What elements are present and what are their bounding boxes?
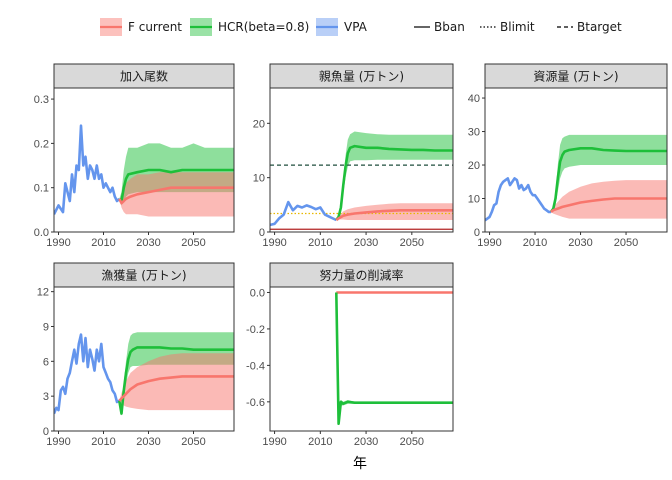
legend-label-f-current: F current [128,20,182,34]
legend-label-hcr-beta-0-8: HCR(beta=0.8) [218,20,309,34]
series-line-f-current [118,375,234,402]
ribbon-f-current [119,353,234,411]
series-line-vpa [54,124,121,215]
series-line-f-current [550,197,667,213]
x-axis-label: 年 [353,456,367,472]
x-tick-label: 1990 [46,237,70,249]
panel-border [53,286,235,432]
series-line-hcr-beta-0-8 [335,292,453,425]
panel-border [53,87,235,233]
plot-area [485,134,667,222]
x-tick-label: 2010 [523,237,547,249]
y-tick-label: 0.0 [250,287,265,299]
series-line-f-current [118,186,234,205]
legend: F current HCR(beta=0.8) VPA Bban Blimit Btarg… [100,18,622,36]
panel-strip [269,262,454,288]
x-tick-label: 2010 [308,237,332,249]
panel-strip [53,63,235,89]
x-tick-label: 2030 [136,436,160,448]
panel-4: 漁獲量 (万トン) 0 3 6 9 12 1990 2010 2030 2050 [37,262,235,448]
series-line-vpa [270,200,337,227]
panel-border [484,87,668,233]
y-tick-label: -0.6 [246,397,265,409]
x-tick-label: 1990 [46,436,70,448]
plot-area [54,124,234,217]
panel-title: 親魚量 (万トン) [319,70,404,84]
panel-2: 親魚量 (万トン) 0 10 20 1990 2010 2030 2050 [253,63,454,249]
panel-title: 加入尾数 [120,69,168,84]
y-tick-label: 10 [468,194,480,206]
y-tick-label: 6 [43,356,49,368]
panel-strip [484,63,668,89]
legend-label-blimit: Blimit [500,20,535,34]
panel-strip [269,63,454,89]
x-tick-label: 2030 [354,436,378,448]
x-tick-label: 2010 [91,237,115,249]
y-tick-label: 30 [468,127,480,139]
series-line-hcr-beta-0-8 [549,147,667,213]
x-tick-label: 2030 [136,237,160,249]
legend-label-bban: Bban [434,20,465,34]
plot-area [54,332,234,416]
y-tick-label: 12 [37,287,49,299]
ribbon-f-current [119,172,234,217]
plot-area [270,131,453,230]
series-line-hcr-beta-0-8 [118,346,234,415]
series-line-f-current [335,209,453,222]
panel-title: 資源量 (万トン) [533,70,618,84]
y-tick-label: 0.2 [34,138,49,150]
x-tick-label: 2010 [91,436,115,448]
x-tick-label: 1990 [477,237,501,249]
y-tick-label: 0.1 [34,183,49,195]
x-tick-label: 2010 [308,436,332,448]
series-line-hcr-beta-0-8 [335,144,453,221]
panel-border [269,87,454,233]
panel-title: 漁獲量 (万トン) [101,269,186,283]
y-tick-label: 20 [468,160,480,172]
y-tick-label: 0 [474,227,480,239]
x-tick-label: 2050 [614,237,638,249]
x-tick-label: 2050 [181,436,205,448]
panel-title: 努力量の削減率 [319,268,403,283]
x-tick-label: 1990 [262,436,286,448]
y-tick-label: -0.2 [246,324,265,336]
ribbon-hcr-beta-0-8 [336,131,453,220]
series-line-vpa [54,333,120,415]
x-tick-label: 2050 [400,237,424,249]
legend-label-vpa: VPA [344,20,368,34]
y-tick-label: 20 [253,118,265,130]
panel-border [269,286,454,432]
y-tick-label: 0.3 [34,94,49,106]
y-tick-label: 9 [43,321,49,333]
panel-1: 加入尾数 0.0 0.1 0.2 0.3 1990 2010 2030 2050 [34,63,235,249]
plot-area [335,291,453,426]
y-tick-label: 0 [259,227,265,239]
y-tick-label: 3 [43,391,49,403]
series-line-hcr-beta-0-8 [118,168,234,203]
y-tick-label: -0.4 [246,360,265,372]
y-tick-label: 0.0 [34,227,49,239]
y-tick-label: 0 [43,426,49,438]
y-tick-label: 10 [253,173,265,185]
panel-5: 努力量の削減率 0.0 -0.2 -0.4 -0.6 1990 2010 2030 2050 [246,262,454,448]
ribbon-hcr-beta-0-8 [551,134,667,212]
y-tick-label: 40 [468,93,480,105]
x-tick-label: 2050 [181,237,205,249]
legend-label-btarget: Btarget [577,20,622,34]
x-tick-label: 1990 [262,237,286,249]
series-line-vpa [485,177,551,222]
ribbon-hcr-beta-0-8 [336,292,453,426]
x-tick-label: 2030 [354,237,378,249]
ribbon-hcr-beta-0-8 [119,332,234,416]
x-tick-label: 2030 [568,237,592,249]
x-tick-label: 2050 [400,436,424,448]
